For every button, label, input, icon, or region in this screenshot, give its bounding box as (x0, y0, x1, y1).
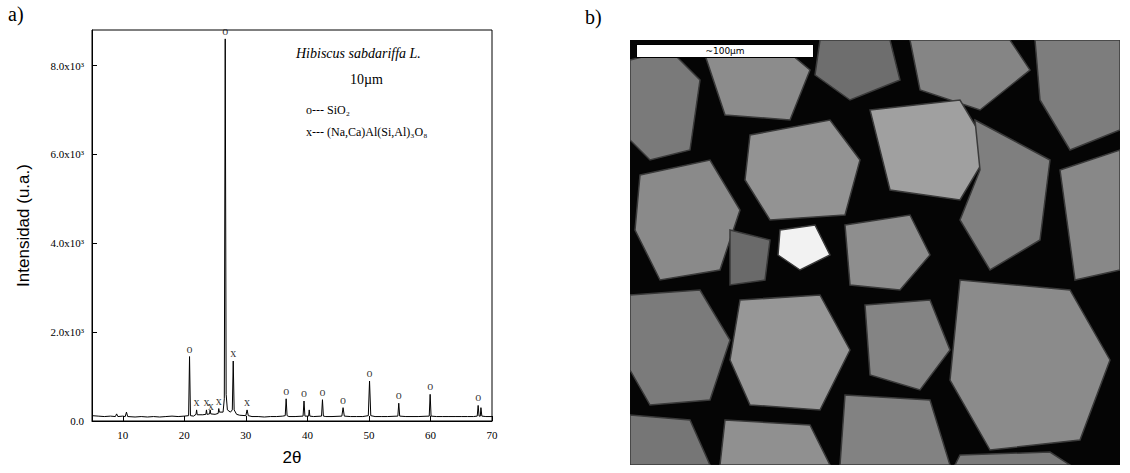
svg-text:a): a) (8, 3, 24, 26)
svg-text:o--- SiO₂: o--- SiO₂ (306, 103, 350, 117)
svg-text:50: 50 (363, 429, 375, 441)
svg-text:6.0x10³: 6.0x10³ (50, 148, 84, 160)
svg-text:2θ: 2θ (283, 448, 302, 467)
svg-text:10: 10 (117, 429, 128, 441)
svg-text:o: o (427, 379, 433, 393)
html-text:b): b) (585, 6, 602, 28)
svg-text:70: 70 (487, 429, 499, 441)
svg-text:o: o (319, 385, 325, 399)
svg-text:10µm: 10µm (350, 72, 383, 87)
svg-text:2.0x10³: 2.0x10³ (50, 326, 84, 338)
svg-text:x: x (194, 395, 200, 409)
svg-text:o: o (396, 388, 402, 402)
svg-text:o: o (283, 384, 289, 398)
svg-text:o: o (301, 386, 307, 400)
svg-text:o: o (187, 342, 193, 356)
svg-text:30: 30 (240, 429, 252, 441)
svg-text:8.0x10³: 8.0x10³ (50, 60, 84, 72)
svg-text:x: x (207, 398, 214, 413)
svg-text:40: 40 (302, 429, 314, 441)
svg-text:x: x (216, 394, 222, 408)
svg-text:0.0: 0.0 (70, 415, 84, 427)
html-text:~100µm: ~100µm (705, 46, 745, 56)
svg-text:x--- (Na,Ca)Al(Si,Al)₃O₈: x--- (Na,Ca)Al(Si,Al)₃O₈ (306, 125, 427, 139)
svg-text:x: x (203, 394, 210, 409)
svg-text:x: x (230, 346, 236, 360)
svg-text:o: o (340, 393, 346, 407)
svg-text:20: 20 (179, 429, 191, 441)
svg-text:o: o (475, 390, 481, 404)
svg-text:o: o (222, 24, 228, 38)
svg-text:60: 60 (425, 429, 437, 441)
svg-text:Hibiscus sabdariffa L.: Hibiscus sabdariffa L. (295, 46, 421, 61)
svg-text:4.0x10³: 4.0x10³ (50, 237, 84, 249)
svg-text:o: o (367, 366, 373, 380)
svg-text:x: x (244, 395, 250, 409)
svg-text:Intensidad (u.a.): Intensidad (u.a.) (14, 164, 33, 287)
